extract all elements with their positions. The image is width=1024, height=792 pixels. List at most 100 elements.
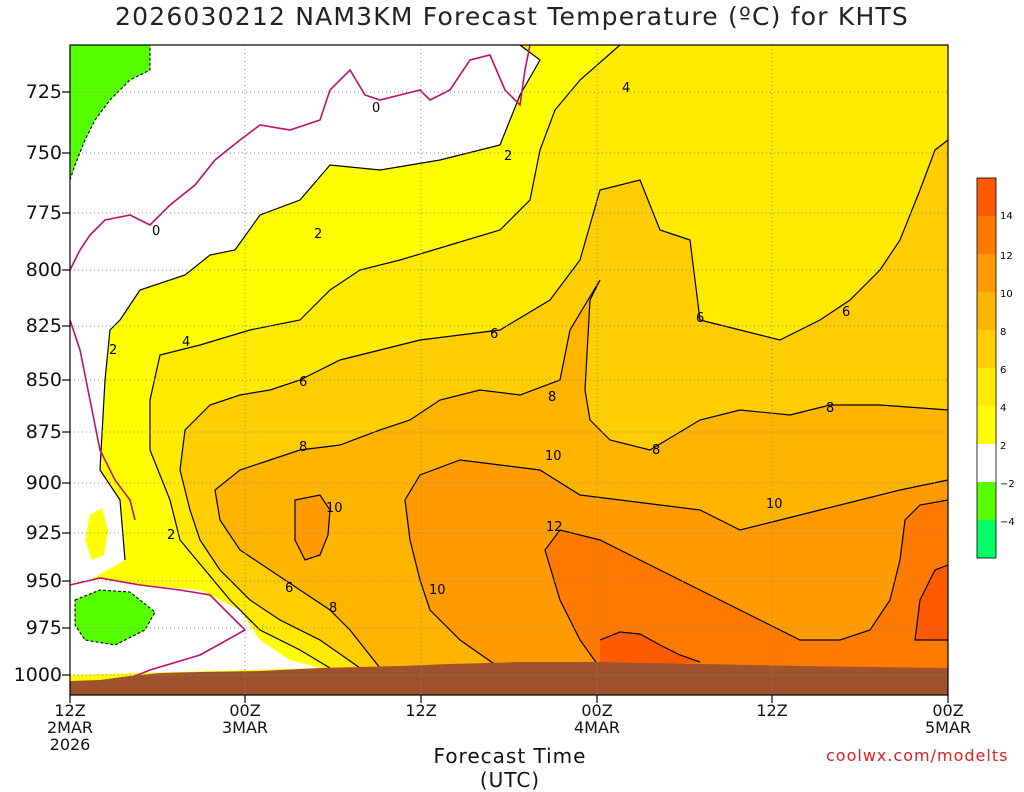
contour-line-12	[544, 499, 949, 669]
contour-line-neg2-bottom	[74, 589, 156, 646]
colorbar-swatch	[977, 330, 996, 368]
colorbar-tick-label: 10	[1000, 289, 1013, 300]
y-tick-label: 925	[25, 522, 62, 544]
plot-frame	[69, 44, 949, 696]
colorbar-swatch	[977, 292, 996, 330]
contour-line-neg2-top	[69, 45, 151, 181]
contour-label: 6	[490, 327, 498, 342]
contour-dashed	[69, 45, 156, 646]
y-tick-label: 900	[25, 472, 62, 494]
region-green-top	[70, 45, 150, 180]
colorbar	[976, 177, 997, 559]
x-tick-label-date: 3MAR	[221, 718, 269, 737]
contour-label: 4	[622, 81, 630, 96]
chart-title: 2026030212 NAM3KM Forecast Temperature (…	[115, 2, 909, 31]
y-tick-label: 950	[25, 570, 62, 592]
x-tick-label: 00Z 5MAR	[908, 702, 988, 736]
contour-label: 8	[299, 440, 307, 455]
x-tick-label: 12Z	[732, 702, 812, 719]
y-tick-label: 875	[25, 421, 62, 443]
colorbar-tick-label: 14	[1000, 211, 1013, 222]
region-14	[915, 565, 948, 640]
x-tick-label-year: 2026	[49, 735, 91, 754]
y-tick-label: 975	[25, 617, 62, 639]
contour-label: 10	[429, 583, 446, 598]
colorbar-swatch	[977, 482, 996, 520]
contour-label: 8	[826, 401, 834, 416]
region-yellow-bubble	[85, 508, 108, 560]
x-tick-label-date: 5MAR	[924, 718, 972, 737]
contour-label: 2	[314, 227, 322, 242]
contour-line-10-small	[294, 494, 331, 561]
x-axis-title: Forecast Time (UTC)	[433, 744, 587, 792]
y-tick-label: 825	[25, 315, 62, 337]
region-14-b	[600, 632, 700, 668]
contour-label: 2	[109, 343, 117, 358]
colorbar-tick-label: 12	[1000, 251, 1013, 262]
x-tick-label-hour: 12Z	[54, 701, 86, 720]
y-tick-marks	[62, 91, 70, 676]
contour-label: 10	[545, 449, 562, 464]
colorbar-swatch	[977, 406, 996, 444]
x-tick-label: 12Z 2MAR 2026	[30, 702, 110, 753]
colorbar-swatch	[977, 444, 996, 482]
x-tick-label-hour: 12Z	[756, 701, 788, 720]
contour-zero	[69, 44, 531, 679]
contour-label: 0	[372, 101, 380, 116]
x-tick-label-hour: 12Z	[405, 701, 437, 720]
contour-label: 8	[652, 443, 660, 458]
contour-line-0-a	[69, 44, 531, 271]
y-tick-label: 800	[25, 259, 62, 281]
contour-label: 6	[285, 581, 293, 596]
contour-label: 4	[182, 335, 190, 350]
colorbar-tick-label: 8	[1000, 327, 1007, 338]
contour-line-2	[99, 44, 541, 561]
y-tick-label: 775	[25, 202, 62, 224]
contour-label: 2	[504, 149, 512, 164]
contour-label-group-b: 6 8	[285, 581, 337, 616]
contour-label: 12	[546, 520, 563, 535]
colorbar-tick-label: −2	[1000, 479, 1015, 490]
chart-plot: 0 0 2 2 2 2 4 4 6 6 6 6 8 8 8 8 10 10 10…	[62, 44, 997, 703]
colorbar-swatch	[977, 368, 996, 406]
contour-label: 10	[326, 501, 343, 516]
colorbar-tick-label: 6	[1000, 365, 1007, 376]
colorbar-swatch	[977, 216, 996, 254]
contour-line-0-b	[69, 319, 136, 521]
colorbar-swatch	[977, 178, 996, 216]
x-tick-label: 00Z 3MAR	[205, 702, 285, 736]
y-tick-label: 1000	[13, 664, 62, 686]
x-tick-label-hour: 00Z	[229, 701, 261, 720]
x-tick-marks	[69, 695, 949, 703]
colorbar-tick-label: 2	[1000, 441, 1007, 452]
x-tick-label-hour: 00Z	[932, 701, 964, 720]
credit-text: coolwx.com/modelts	[826, 746, 1009, 765]
y-tick-label: 850	[25, 369, 62, 391]
region-10-12-small	[295, 495, 330, 560]
contour-line-10	[404, 459, 949, 669]
colorbar-frame	[976, 177, 997, 559]
contour-label: 6	[696, 311, 704, 326]
colorbar-swatch	[977, 254, 996, 292]
contour-line-8	[214, 279, 949, 669]
contour-label: 8	[329, 601, 337, 616]
contour-label-group: 0 0 2 2 2 2 4 4 6 6 6 6 8 8 8 8 10 10 10…	[109, 81, 850, 598]
region-12-14	[545, 500, 948, 668]
contour-label: 6	[299, 375, 307, 390]
colorbar-tick-label: −4	[1000, 517, 1015, 528]
contour-line-0-c	[69, 577, 247, 679]
contour-line-14b	[599, 631, 701, 663]
ground	[70, 662, 948, 695]
x-tick-label-hour: 00Z	[581, 701, 613, 720]
x-tick-label: 00Z 4MAR	[557, 702, 637, 736]
colorbar-swatch	[977, 520, 996, 558]
contour-label: 10	[766, 497, 783, 512]
grid	[70, 45, 948, 695]
contour-label: 8	[548, 390, 556, 405]
y-tick-label: 725	[25, 81, 62, 103]
contour-line-4	[149, 44, 621, 669]
contour-label: 2	[167, 528, 175, 543]
region-green-bottom	[75, 590, 155, 645]
contour-line-6	[179, 139, 949, 669]
contour-line-14	[914, 564, 949, 641]
